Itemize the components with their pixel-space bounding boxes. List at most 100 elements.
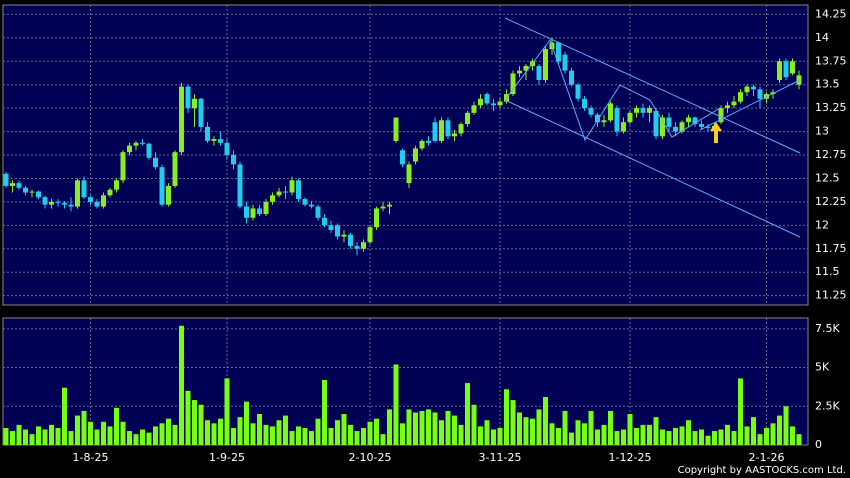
- candle-body: [250, 208, 256, 218]
- volume-bar: [731, 431, 737, 445]
- candle-body: [179, 86, 184, 153]
- candle-body: [205, 126, 210, 141]
- volume-bar: [400, 423, 405, 445]
- y-tick-label: 13.75: [815, 54, 847, 67]
- volume-bar: [296, 426, 301, 445]
- volume-bar: [647, 424, 652, 445]
- volume-bar: [439, 420, 444, 445]
- candle-body: [218, 139, 223, 143]
- candle-body: [276, 191, 282, 196]
- y-tick-label: 11.5: [815, 265, 840, 278]
- candle-body: [679, 122, 685, 132]
- candle-body: [783, 61, 789, 78]
- volume-bar: [107, 426, 113, 445]
- volume-bar: [712, 431, 717, 445]
- volume-bar: [536, 409, 542, 445]
- candle-body: [725, 105, 730, 109]
- y-tick-label: 11.75: [815, 242, 847, 255]
- x-tick-label: 1-9-25: [209, 451, 245, 464]
- y-tick-label: 11.25: [815, 289, 847, 302]
- candle-body: [55, 201, 61, 203]
- candle-body: [588, 108, 594, 115]
- volume-bar: [302, 427, 308, 445]
- volume-bar: [777, 415, 782, 445]
- candle-body: [575, 84, 581, 99]
- volume-bar: [751, 417, 756, 445]
- volume-bar: [192, 400, 197, 445]
- candle-body: [523, 65, 529, 71]
- volume-bar: [608, 410, 613, 445]
- candle-body: [751, 86, 756, 90]
- candle-body: [88, 197, 93, 202]
- candle-body: [309, 204, 314, 207]
- candle-body: [315, 206, 321, 218]
- candle-body: [484, 94, 490, 104]
- volume-bar: [322, 379, 327, 445]
- volume-bar: [783, 406, 789, 445]
- candle-body: [36, 191, 41, 198]
- volume-bar: [198, 404, 204, 445]
- candle-body: [380, 206, 386, 209]
- candle-body: [458, 124, 464, 134]
- volume-bar: [23, 429, 28, 445]
- volume-bar: [621, 429, 626, 445]
- volume-bar: [120, 421, 126, 445]
- volume-bar: [725, 424, 730, 445]
- volume-bar: [140, 429, 145, 445]
- candle-body: [497, 101, 503, 106]
- candle-body: [536, 65, 542, 80]
- candle-body: [335, 225, 340, 237]
- candle-body: [517, 70, 522, 74]
- volume-bar: [237, 417, 243, 445]
- candle-body: [445, 120, 451, 137]
- candle-body: [627, 112, 633, 123]
- candle-body: [146, 143, 152, 158]
- volume-bar: [335, 420, 340, 445]
- candle-body: [361, 242, 366, 249]
- candle-body: [640, 108, 646, 113]
- candle-body: [133, 142, 139, 146]
- y-tick-label: 0: [815, 438, 822, 451]
- y-tick-label: 14: [815, 31, 829, 44]
- volume-bar: [673, 427, 678, 445]
- volume-bar: [328, 427, 334, 445]
- volume-bar: [348, 424, 353, 445]
- candle-body: [120, 152, 126, 181]
- candle-body: [699, 124, 704, 127]
- volume-bar: [94, 429, 100, 445]
- candle-body: [718, 108, 724, 123]
- price-panel: [2, 4, 809, 306]
- candle-body: [185, 86, 191, 109]
- candle-body: [270, 195, 275, 202]
- y-tick-label: 7.5K: [815, 322, 840, 335]
- volume-bar: [705, 435, 711, 445]
- candle-body: [744, 86, 750, 93]
- volume-bar: [283, 415, 288, 445]
- candle-body: [211, 139, 217, 141]
- volume-bar: [393, 364, 399, 445]
- candle-body: [465, 112, 470, 125]
- y-tick-label: 14.25: [815, 7, 847, 20]
- volume-bar: [530, 418, 535, 445]
- volume-bar: [627, 414, 633, 445]
- volume-bar: [354, 431, 360, 445]
- x-tick-label: 1-12-25: [609, 451, 652, 464]
- volume-bar: [3, 427, 9, 445]
- y-tick-label: 12.5: [815, 171, 840, 184]
- volume-bar: [218, 418, 223, 445]
- candle-body: [653, 110, 659, 137]
- volume-panel: [2, 317, 809, 446]
- candle-body: [562, 54, 568, 71]
- candle-body: [595, 114, 600, 123]
- volume-bar: [42, 429, 48, 445]
- volume-bar: [458, 424, 464, 445]
- candle-body: [153, 157, 158, 168]
- candle-body: [634, 108, 639, 113]
- volume-bar: [491, 429, 496, 445]
- volume-bar: [640, 424, 646, 445]
- y-tick-label: 13.25: [815, 101, 847, 114]
- volume-bar: [796, 434, 802, 445]
- candle-body: [16, 183, 22, 188]
- candle-body: [731, 101, 737, 106]
